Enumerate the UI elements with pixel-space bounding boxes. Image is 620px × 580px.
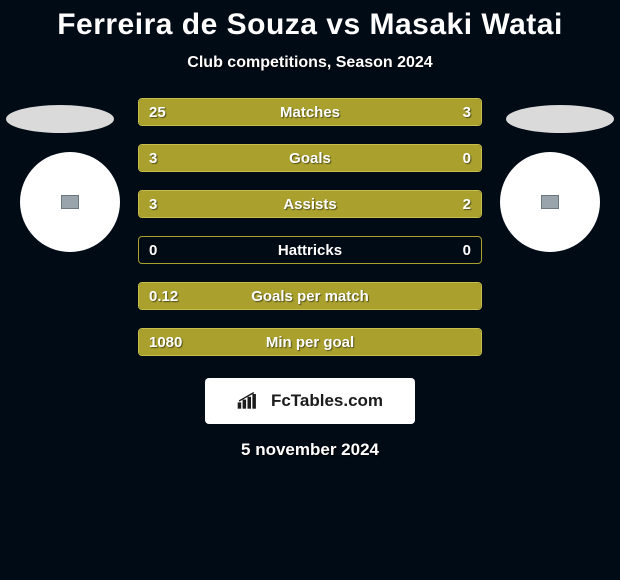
fctables-logo-icon [237,391,265,411]
stat-bar-row: Assists32 [138,190,482,218]
player-left-avatar [20,152,120,252]
stat-bar-left-segment [139,99,409,125]
stat-bar-row: Goals30 [138,144,482,172]
stat-bar-left-value: 0 [149,237,209,263]
stat-bar-left-segment [139,283,481,309]
player-left-flag-ellipse [6,105,114,133]
stat-bar-left-segment [139,191,334,217]
stat-bar-left-segment [139,329,481,355]
player-right-avatar [500,152,600,252]
stat-bar-metric-label: Hattricks [139,237,481,263]
stat-bar-right-segment [334,191,481,217]
avatar-placeholder-icon [61,195,79,209]
stat-bars: Matches253 Goals30 Assists32 Hattricks0 0 Goa… [138,98,482,374]
stat-bar-row: Matches253 [138,98,482,126]
comparison-canvas: Matches253 Goals30 Assists32 Hattricks0 0 Goa… [0,82,620,542]
stat-bar-row: Goals per match0.12 [138,282,482,310]
stat-bar-right-segment [409,99,481,125]
fctables-badge: FcTables.com [205,378,415,424]
player-right-flag-ellipse [506,105,614,133]
fctables-badge-text: FcTables.com [271,391,383,411]
stat-bar-left-segment [139,145,481,171]
date-label: 5 november 2024 [0,440,620,460]
stat-bar-row: Hattricks0 0 [138,236,482,264]
stat-bar-row: Min per goal1080 [138,328,482,356]
avatar-placeholder-icon [541,195,559,209]
subtitle: Club competitions, Season 2024 [0,54,620,72]
stat-bar-right-value: 0 [411,237,471,263]
page-title: Ferreira de Souza vs Masaki Watai [0,0,620,42]
